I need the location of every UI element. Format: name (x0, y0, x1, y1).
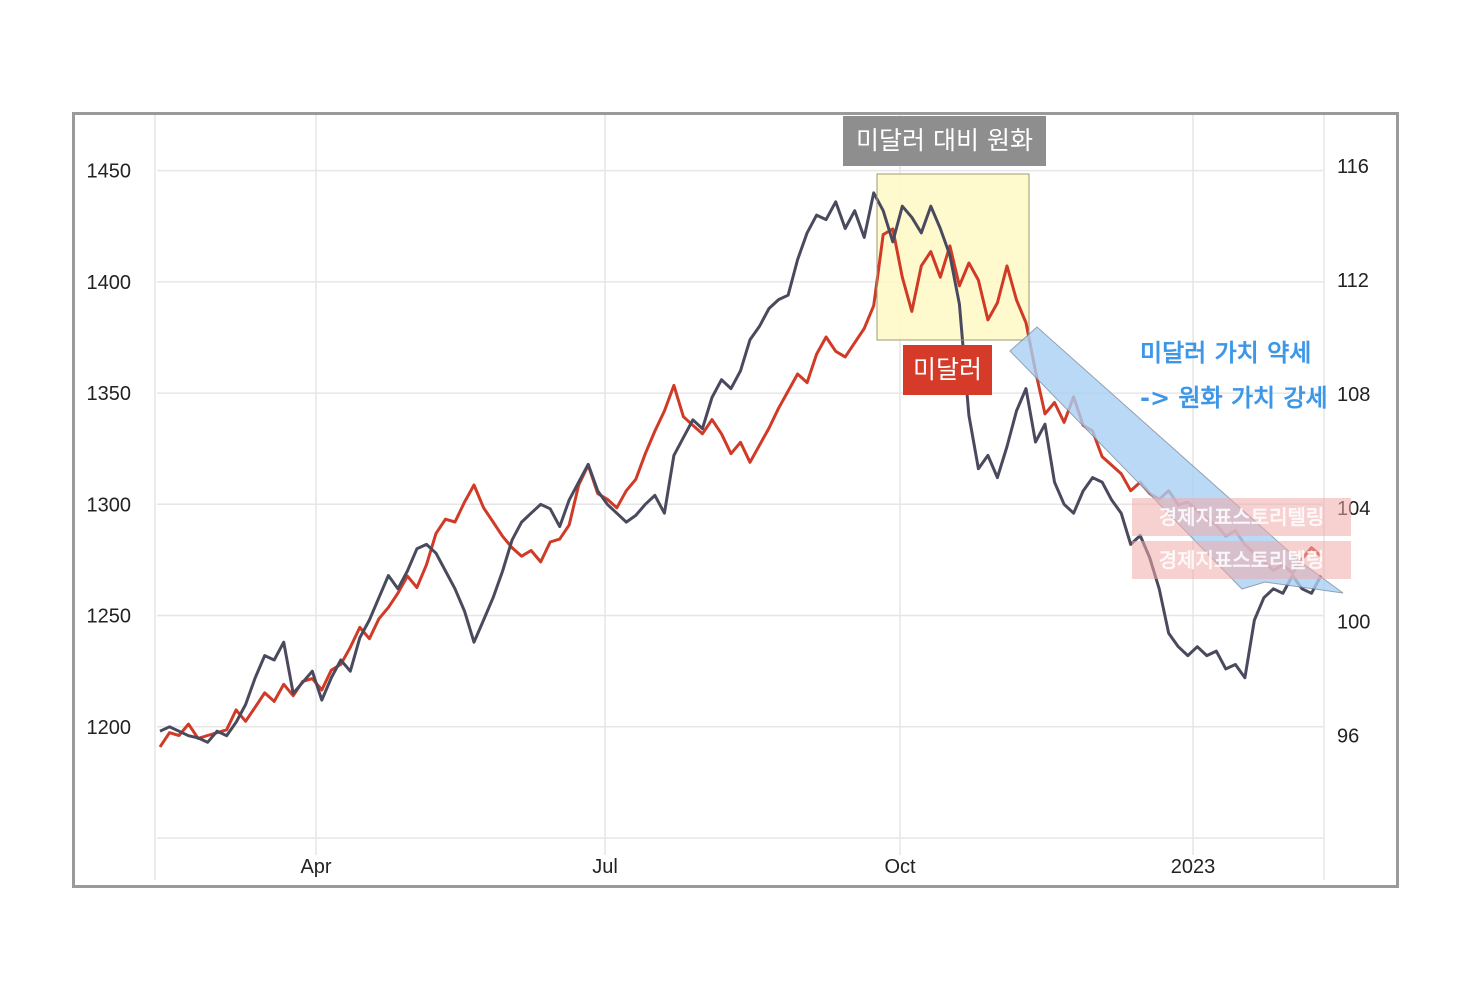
x-tick-label: 2023 (1171, 856, 1216, 878)
left-axis-ticks: 1450 1400 1350 1300 1250 1200 (87, 161, 132, 739)
series-layer (158, 174, 1323, 748)
trend-note-line1: 미달러 가치 약세 (1140, 339, 1312, 367)
series-line-krw (159, 191, 1323, 744)
series-line-usd (158, 227, 1323, 748)
left-tick-label: 1450 (87, 161, 132, 183)
x-axis-ticks: Apr Jul Oct 2023 (300, 856, 1215, 878)
right-tick-label: 116 (1337, 156, 1369, 178)
x-tick-label: Jul (592, 856, 618, 878)
x-tick-label: Apr (300, 856, 331, 878)
left-tick-label: 1350 (87, 383, 132, 405)
watermark-2: 경제지표스토리텔링 (1132, 541, 1351, 579)
right-tick-label: 108 (1337, 384, 1370, 406)
highlight-box-border (876, 173, 1030, 341)
x-tick-label: Oct (884, 856, 916, 878)
grid-layer (154, 115, 1325, 880)
watermark-1: 경제지표스토리텔링 (1132, 498, 1351, 536)
right-tick-label: 112 (1337, 270, 1369, 292)
highlight-label-krw: 미달러 대비 원화 (843, 116, 1046, 166)
left-tick-label: 1250 (87, 606, 132, 628)
left-tick-label: 1200 (87, 717, 132, 739)
right-tick-label: 100 (1337, 612, 1370, 634)
left-tick-label: 1400 (87, 272, 132, 294)
left-tick-label: 1300 (87, 494, 132, 516)
usd-label: 미달러 (903, 345, 992, 395)
right-tick-label: 96 (1337, 726, 1359, 748)
trend-note-line2: -> 원화 가치 강세 (1140, 384, 1328, 412)
